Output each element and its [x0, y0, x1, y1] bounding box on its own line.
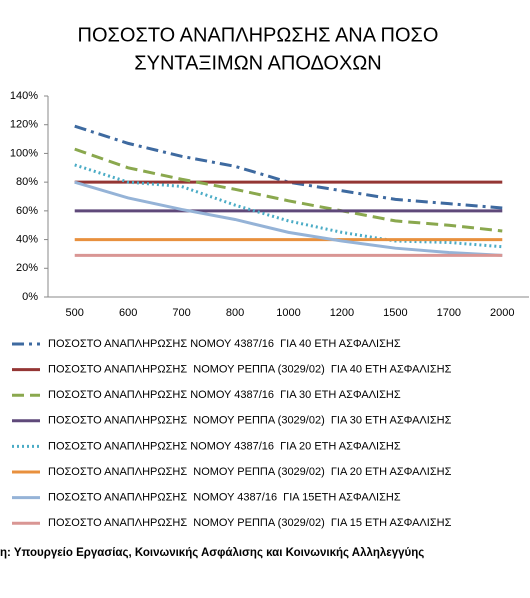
x-tick-label: 500	[66, 307, 84, 319]
y-tick-label: 100%	[10, 147, 38, 159]
legend-label: ΠΟΣΟΣΤΟ ΑΝΑΠΛΗΡΩΣΗΣ ΝΟΜΟΥ 4387/16 ΓΙΑ 15…	[48, 492, 401, 504]
x-tick-label: 1500	[383, 307, 407, 319]
legend-label: ΠΟΣΟΣΤΟ ΑΝΑΠΛΗΡΩΣΗΣ ΝΟΜΟΥ 4387/16 ΓΙΑ 30…	[48, 389, 401, 401]
y-tick-label: 60%	[16, 205, 38, 217]
series-line	[74, 124, 503, 210]
x-tick-label: 700	[172, 307, 190, 319]
x-tick-label: 1700	[437, 307, 461, 319]
y-tick-label: 120%	[10, 119, 38, 131]
legend-label: ΠΟΣΟΣΤΟ ΑΝΑΠΛΗΡΩΣΗΣ ΝΟΜΟΥ ΡΕΠΠΑ (3029/02…	[48, 466, 452, 478]
y-tick-label: 20%	[16, 262, 38, 274]
chart-title: ΠΟΣΟΣΤΟ ΑΝΑΠΛΗΡΩΣΗΣ ΑΝΑ ΠΟΣΟ	[78, 24, 439, 46]
y-tick-label: 80%	[16, 176, 38, 188]
y-tick-label: 40%	[16, 233, 38, 245]
y-tick-label: 0%	[22, 291, 38, 303]
legend-label: ΠΟΣΟΣΤΟ ΑΝΑΠΛΗΡΩΣΗΣ ΝΟΜΟΥ ΡΕΠΠΑ (3029/02…	[48, 415, 452, 427]
chart-title: ΣΥΝΤΑΞΙΜΩΝ ΑΠΟΔΟΧΩΝ	[134, 52, 381, 74]
x-tick-label: 2000	[490, 307, 514, 319]
legend-label: ΠΟΣΟΣΤΟ ΑΝΑΠΛΗΡΩΣΗΣ ΝΟΜΟΥ ΡΕΠΠΑ (3029/02…	[48, 517, 452, 529]
x-tick-label: 1000	[276, 307, 300, 319]
legend-label: ΠΟΣΟΣΤΟ ΑΝΑΠΛΗΡΩΣΗΣ ΝΟΜΟΥ 4387/16 ΓΙΑ 40…	[48, 338, 401, 350]
series-line	[74, 147, 503, 233]
legend-label: ΠΟΣΟΣΤΟ ΑΝΑΠΛΗΡΩΣΗΣ ΝΟΜΟΥ 4387/16 ΓΙΑ 20…	[48, 440, 401, 452]
series-line	[74, 180, 503, 257]
series-line	[74, 163, 503, 249]
y-tick-label: 140%	[10, 90, 38, 102]
x-tick-label: 600	[119, 307, 137, 319]
legend-label: ΠΟΣΟΣΤΟ ΑΝΑΠΛΗΡΩΣΗΣ ΝΟΜΟΥ ΡΕΠΠΑ (3029/02…	[48, 364, 452, 376]
source-note: η: Υπουργείο Εργασίας, Κοινωνικής Ασφάλι…	[0, 547, 424, 559]
x-tick-label: 800	[226, 307, 244, 319]
x-tick-label: 1200	[330, 307, 354, 319]
